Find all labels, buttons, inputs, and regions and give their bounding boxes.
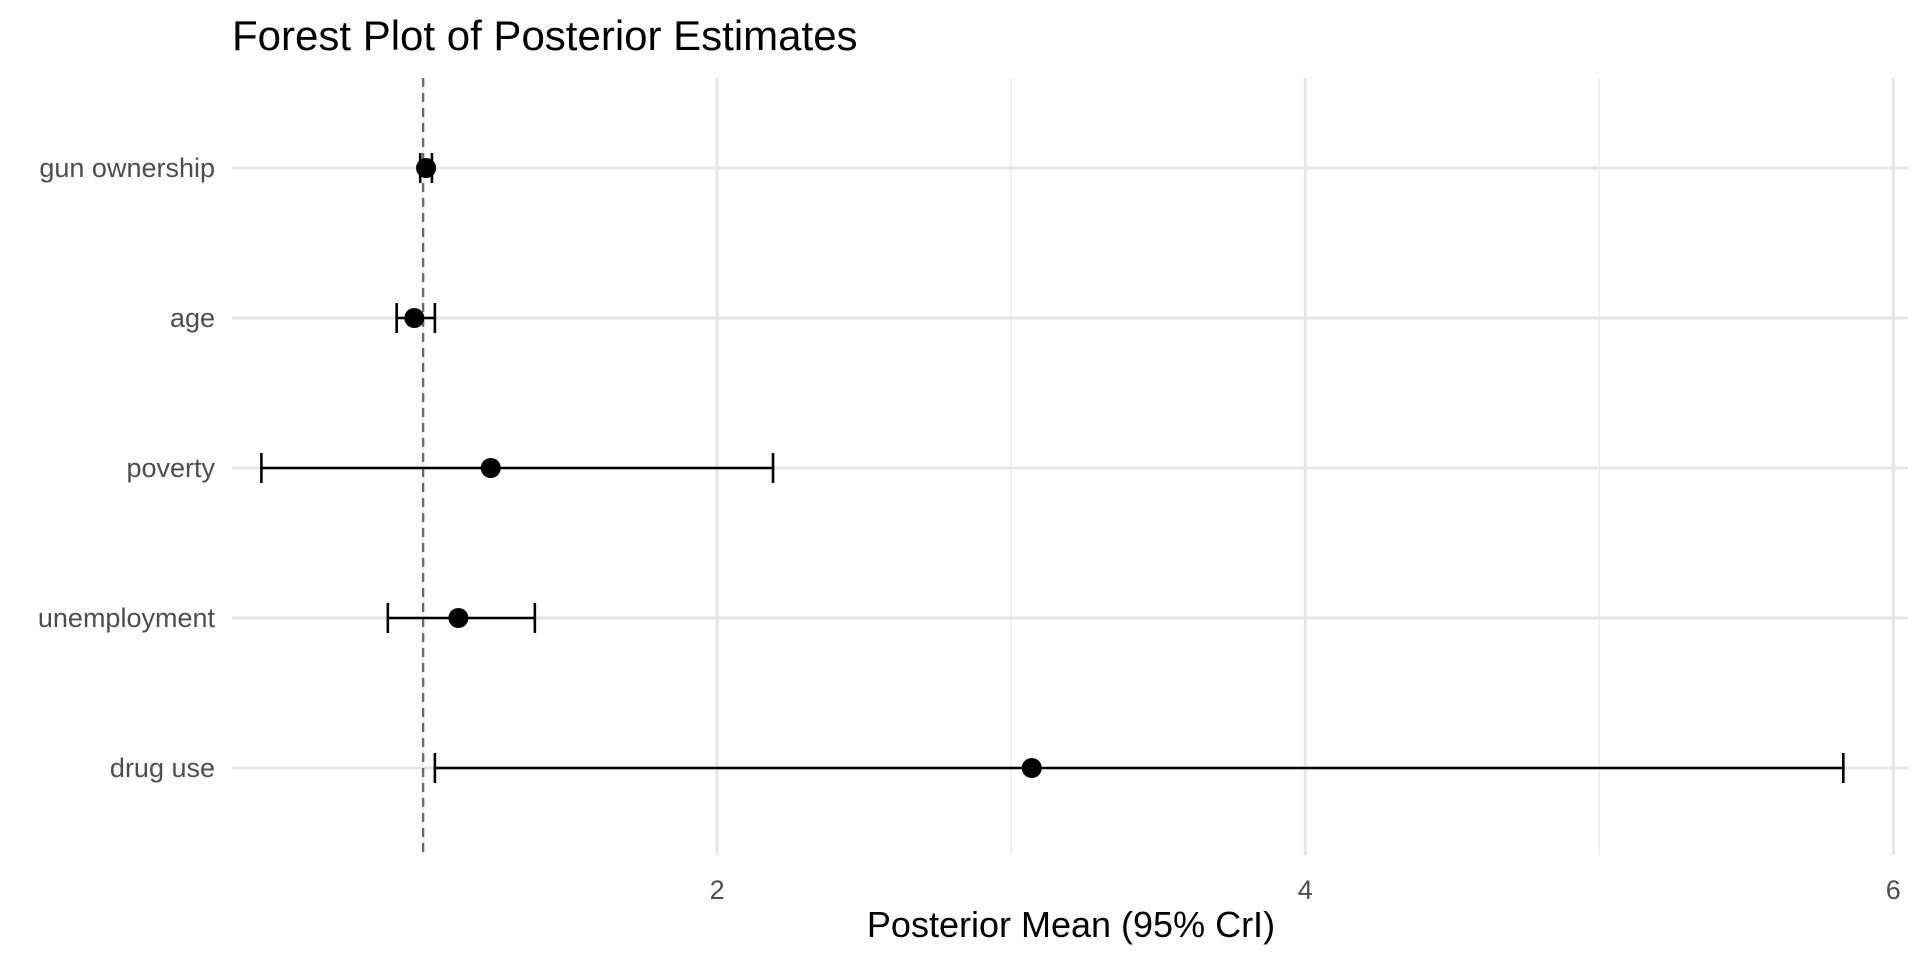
chart-title: Forest Plot of Posterior Estimates <box>232 12 858 59</box>
point-estimate-age <box>404 308 425 328</box>
point-estimate-drug-use <box>1021 758 1042 778</box>
x-axis-tick-labels: 2 4 6 <box>710 875 1901 905</box>
y-tick-label: unemployment <box>38 603 216 633</box>
y-tick-label: poverty <box>126 453 215 483</box>
y-tick-label: age <box>170 303 215 333</box>
y-tick-label: drug use <box>110 753 215 783</box>
y-tick-label: gun ownership <box>39 153 215 183</box>
point-estimate-gun-ownership <box>416 158 437 178</box>
x-tick-label: 4 <box>1298 875 1313 905</box>
point-estimate-poverty <box>480 458 501 478</box>
x-axis-title: Posterior Mean (95% CrI) <box>867 904 1275 945</box>
y-axis-tick-labels: gun ownership age poverty unemployment drug … <box>38 153 216 783</box>
estimate-marks <box>260 153 1845 783</box>
x-tick-label: 2 <box>710 875 725 905</box>
x-tick-label: 6 <box>1886 875 1901 905</box>
point-estimate-unemployment <box>448 608 469 628</box>
